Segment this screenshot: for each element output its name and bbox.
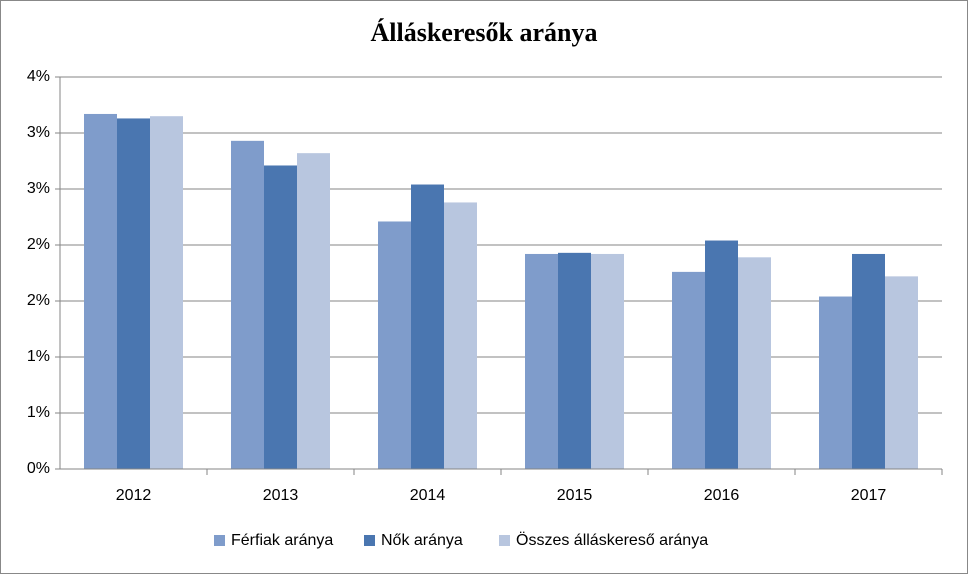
y-tick-label: 4% (27, 68, 50, 85)
x-tick-label: 2016 (704, 487, 740, 504)
y-tick-label: 2% (27, 236, 50, 253)
legend-swatch (499, 535, 510, 546)
bar (819, 296, 852, 469)
y-tick-label: 2% (27, 292, 50, 309)
y-tick-label: 1% (27, 348, 50, 365)
bar (444, 202, 477, 469)
chart-title: Álláskeresők aránya (370, 18, 597, 47)
bar (264, 165, 297, 470)
y-tick-label: 3% (27, 180, 50, 197)
bar (411, 184, 444, 469)
legend-label: Nők aránya (381, 532, 463, 549)
legend-swatch (214, 535, 225, 546)
x-tick-label: 2013 (263, 487, 299, 504)
legend-label: Összes álláskereső aránya (516, 531, 708, 549)
y-tick-label: 0% (27, 460, 50, 477)
bar (885, 276, 918, 469)
bar (84, 113, 117, 470)
bar (705, 240, 738, 469)
x-tick-label: 2017 (851, 487, 887, 504)
y-tick-label: 3% (27, 124, 50, 141)
bar (150, 116, 183, 469)
x-tick-label: 2014 (410, 487, 446, 504)
bar (525, 253, 558, 469)
legend-swatch (364, 535, 375, 546)
legend-label: Férfiak aránya (231, 532, 333, 549)
bar (378, 221, 411, 469)
x-tick-label: 2012 (116, 487, 152, 504)
bar (591, 253, 624, 469)
y-tick-label: 1% (27, 404, 50, 421)
bar (297, 153, 330, 469)
x-tick-label: 2015 (557, 487, 593, 504)
bar (852, 253, 885, 469)
bar (558, 252, 591, 469)
bar (117, 118, 150, 469)
bar (231, 140, 264, 469)
bar (738, 257, 771, 469)
bar (672, 271, 705, 469)
